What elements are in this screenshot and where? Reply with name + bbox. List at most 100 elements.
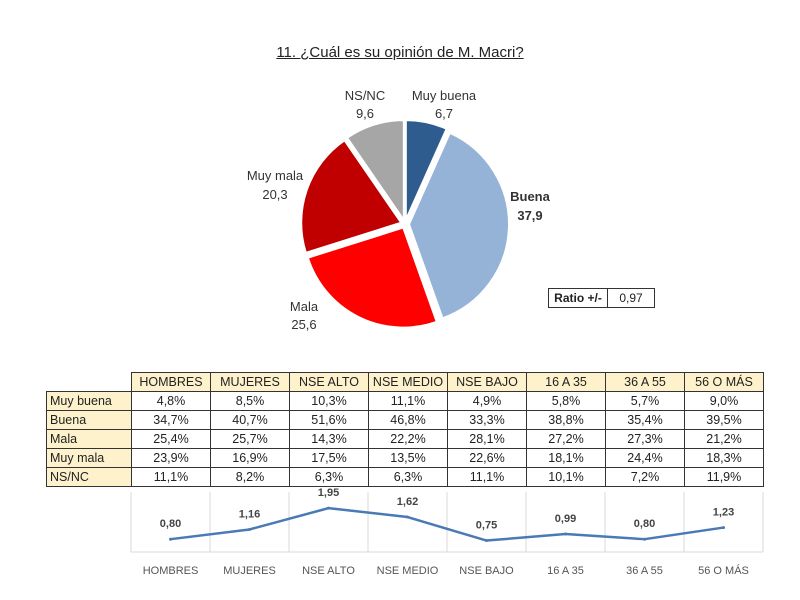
table-cell: 14,3% <box>289 429 369 449</box>
table-cell: 27,3% <box>605 429 685 449</box>
ratio-point <box>722 526 725 530</box>
x-tick-label: 56 O MÁS <box>698 564 749 577</box>
column-header: 36 A 55 <box>605 372 685 392</box>
ratio-point <box>169 537 172 541</box>
ratio-series-line <box>170 506 724 542</box>
ratio-data-label: 0,99 <box>555 513 576 525</box>
row-label: Buena <box>46 410 132 430</box>
pie-slice-label: Buena <box>510 189 551 204</box>
table-cell: 46,8% <box>368 410 448 430</box>
table-cell: 18,1% <box>526 448 606 468</box>
table-cell: 4,9% <box>447 391 527 411</box>
pie-slice-muy-buena <box>404 119 448 221</box>
table-row: Muy mala 23,9% 16,9% 17,5% 13,5% 22,6% 18,1% 24… <box>46 448 764 468</box>
table-cell: 5,7% <box>605 391 685 411</box>
table-corner <box>46 372 132 392</box>
table-cell: 22,6% <box>447 448 527 468</box>
ratio-data-label: 1,62 <box>397 496 418 508</box>
pie-slice-value: 9,6 <box>356 106 374 121</box>
table-cell: 16,9% <box>210 448 290 468</box>
pie-slice-label: NS/NC <box>345 88 385 103</box>
pie-slice-buena <box>407 131 510 320</box>
table-cell: 25,4% <box>131 429 211 449</box>
table-cell: 11,1% <box>368 391 448 411</box>
pie-slice-value: 25,6 <box>291 317 316 332</box>
ratio-point <box>327 506 330 510</box>
pie-slice-ns-nc <box>345 119 405 224</box>
x-tick-label: HOMBRES <box>143 565 199 577</box>
table-row: NS/NC 11,1% 8,2% 6,3% 6,3% 11,1% 10,1% 7,2% 11,9… <box>46 467 764 487</box>
ratio-point <box>406 515 409 519</box>
column-header: NSE BAJO <box>447 372 527 392</box>
column-header: 16 A 35 <box>526 372 606 392</box>
table-cell: 11,1% <box>447 467 527 487</box>
table-cell: 33,3% <box>447 410 527 430</box>
table-cell: 11,9% <box>684 467 764 487</box>
table-cell: 8,2% <box>210 467 290 487</box>
table-row: Mala 25,4% 25,7% 14,3% 22,2% 28,1% 27,2% 27,3% 2… <box>46 429 764 449</box>
ratio-value: 0,97 <box>619 291 643 305</box>
table-cell: 8,5% <box>210 391 290 411</box>
table-cell: 40,7% <box>210 410 290 430</box>
pie-slice-mala <box>306 226 439 329</box>
ratio-data-label: 1,95 <box>318 487 339 499</box>
column-header: NSE MEDIO <box>368 372 448 392</box>
ratio-data-label: 1,23 <box>713 507 734 519</box>
table-cell: 18,3% <box>684 448 764 468</box>
table-cell: 13,5% <box>368 448 448 468</box>
pie-slice-label: Muy mala <box>247 168 304 183</box>
ratio-point <box>248 527 251 531</box>
table-cell: 7,2% <box>605 467 685 487</box>
x-tick-label: NSE BAJO <box>459 565 514 577</box>
table-cell: 25,7% <box>210 429 290 449</box>
chart-title: 11. ¿Cuál es su opinión de M. Macri? <box>276 44 524 61</box>
pie-slice-muy-mala <box>300 138 403 255</box>
crosstab-table: HOMBRES MUJERES NSE ALTO NSE MEDIO NSE BAJO 1… <box>46 372 764 487</box>
column-header: MUJERES <box>210 372 290 392</box>
table-header-row: HOMBRES MUJERES NSE ALTO NSE MEDIO NSE BAJO 1… <box>46 372 764 392</box>
table-row: Buena 34,7% 40,7% 51,6% 46,8% 33,3% 38,8% 35,4%… <box>46 410 764 430</box>
table-cell: 38,8% <box>526 410 606 430</box>
table-body: Muy buena 4,8% 8,5% 10,3% 11,1% 4,9% 5,8% 5,7% 9… <box>46 391 764 487</box>
table-cell: 6,3% <box>289 467 369 487</box>
table-cell: 11,1% <box>131 467 211 487</box>
table-cell: 24,4% <box>605 448 685 468</box>
table-cell: 10,3% <box>289 391 369 411</box>
ratio-point <box>564 532 567 536</box>
column-header: 56 O MÁS <box>684 372 764 392</box>
table-row: Muy buena 4,8% 8,5% 10,3% 11,1% 4,9% 5,8% 5,7% 9… <box>46 391 764 411</box>
table-cell: 27,2% <box>526 429 606 449</box>
pie-slice-value: 6,7 <box>435 106 453 121</box>
table-cell: 4,8% <box>131 391 211 411</box>
table-cell: 10,1% <box>526 467 606 487</box>
ratio-label: Ratio +/- <box>549 289 608 307</box>
table-cell: 35,4% <box>605 410 685 430</box>
table-cell: 21,2% <box>684 429 764 449</box>
x-tick-label: 16 A 35 <box>547 565 584 577</box>
ratio-point <box>485 539 488 543</box>
pie-slice-label: Mala <box>290 299 319 314</box>
x-tick-label: 36 A 55 <box>626 565 663 577</box>
table-cell: 6,3% <box>368 467 448 487</box>
column-header: HOMBRES <box>131 372 211 392</box>
ratio-data-label: 0,75 <box>476 520 497 532</box>
pie-slice-value: 20,3 <box>262 187 287 202</box>
x-tick-label: MUJERES <box>223 565 276 577</box>
pie-chart: Muy buena 6,7 Buena 37,9 Mala 25,6 Muy mala 20,… <box>247 88 551 332</box>
ratio-box: Ratio +/- 0,97 <box>548 288 655 308</box>
table-cell: 17,5% <box>289 448 369 468</box>
table-cell: 23,9% <box>131 448 211 468</box>
column-header: NSE ALTO <box>289 372 369 392</box>
row-label: Mala <box>46 429 132 449</box>
table-cell: 34,7% <box>131 410 211 430</box>
row-label: Muy buena <box>46 391 132 411</box>
ratio-point <box>643 537 646 541</box>
pie-slice-label: Muy buena <box>412 88 477 103</box>
x-tick-label: NSE MEDIO <box>377 565 439 577</box>
row-label: Muy mala <box>46 448 132 468</box>
table-cell: 5,8% <box>526 391 606 411</box>
x-tick-label: NSE ALTO <box>302 565 355 577</box>
table-cell: 51,6% <box>289 410 369 430</box>
pie-slice-value: 37,9 <box>517 208 542 223</box>
ratio-data-label: 1,16 <box>239 508 260 520</box>
